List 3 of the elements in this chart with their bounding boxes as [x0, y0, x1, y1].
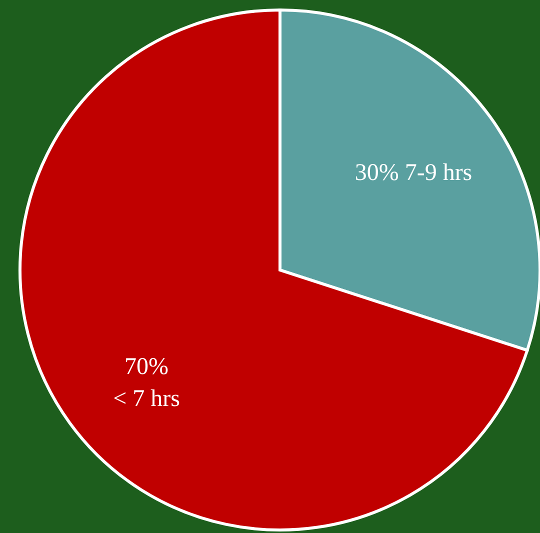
- slice-label: < 7 hrs: [113, 386, 180, 412]
- data-label: 70%: [124, 354, 169, 380]
- slice-label: 30% 7-9 hrs: [354, 160, 472, 186]
